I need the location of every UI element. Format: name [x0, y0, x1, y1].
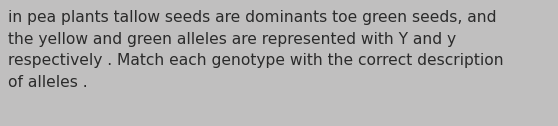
Text: in pea plants tallow seeds are dominants toe green seeds, and
the yellow and gre: in pea plants tallow seeds are dominants…	[8, 10, 504, 90]
